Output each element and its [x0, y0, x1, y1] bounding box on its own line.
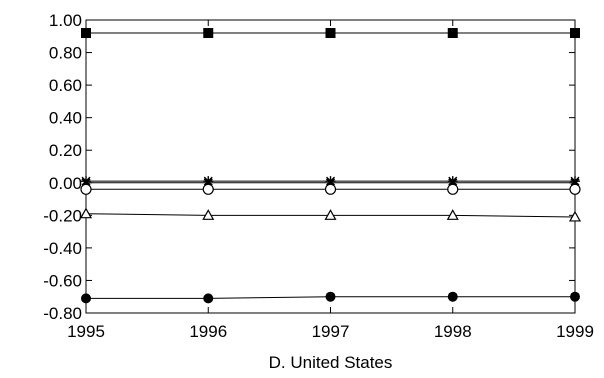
data-point [80, 183, 92, 195]
data-point [325, 291, 336, 302]
data-point [568, 210, 582, 222]
x-tick-label: 1997 [312, 322, 350, 341]
series-star [81, 176, 580, 187]
data-point [570, 176, 580, 187]
y-tick-label: 0.40 [49, 109, 82, 128]
data-point [324, 209, 337, 220]
y-tick-label: -0.60 [43, 271, 82, 290]
x-axis: 1995 1996 1997 1998 1999 [67, 20, 594, 341]
series-filled-square [81, 28, 580, 39]
series-layer [79, 28, 582, 304]
data-point [324, 183, 337, 195]
series-filled-circle [81, 291, 580, 304]
data-point [203, 28, 214, 39]
y-tick-label: -0.40 [43, 239, 82, 258]
data-point [447, 28, 458, 39]
y-tick-label: -0.20 [43, 206, 82, 225]
chart-caption: D. United States [269, 353, 393, 372]
data-point [447, 176, 458, 187]
data-point [203, 293, 214, 304]
data-point [81, 293, 91, 304]
x-tick-label: 1995 [67, 322, 105, 341]
series-open-circle [80, 183, 581, 195]
data-point [202, 209, 215, 220]
x-tick-label: 1996 [189, 322, 227, 341]
y-axis: 1.00 0.80 0.60 0.40 0.20 0.00 -0.20 -0.40 -0.60 -… [43, 11, 575, 323]
x-tick-label: 1998 [434, 322, 472, 341]
data-point [446, 209, 459, 220]
data-point [447, 183, 459, 195]
data-point [203, 176, 214, 187]
y-tick-label: 0.00 [49, 174, 82, 193]
plot-frame [85, 19, 576, 314]
data-point [81, 176, 91, 187]
data-point [570, 291, 580, 302]
y-tick-label: -0.80 [43, 304, 82, 323]
y-tick-label: 1.00 [49, 11, 82, 30]
data-point [569, 183, 581, 195]
x-tick-label: 1999 [556, 322, 594, 341]
y-tick-label: 0.20 [49, 141, 82, 160]
series-open-triangle [79, 207, 582, 222]
y-tick-label: 0.60 [49, 76, 82, 95]
y-tick-label: 0.80 [49, 44, 82, 63]
data-point [81, 28, 91, 39]
data-point [202, 183, 214, 195]
data-point [325, 176, 336, 187]
data-point [447, 291, 458, 302]
data-point [79, 207, 93, 219]
series-x-cross [81, 178, 580, 188]
data-point [570, 28, 580, 39]
data-point [325, 28, 336, 39]
